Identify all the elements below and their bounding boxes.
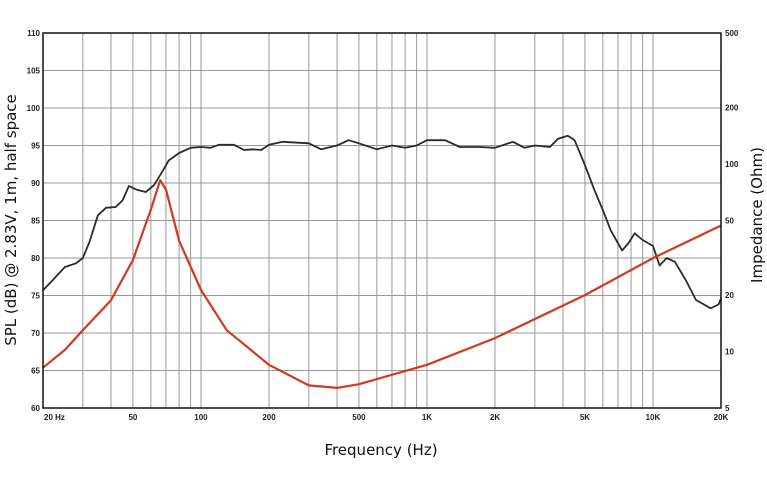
x-tick-labels: 20 Hz 50 100 200 500 1K 2K 5K 10K 20K [44,413,729,422]
y-tick-label: 65 [31,367,40,376]
y2-axis-label: Impedance (Ohm) [748,147,766,283]
y-tick-label: 75 [31,292,40,301]
grid [43,33,721,408]
y-tick-label: 70 [31,329,40,338]
x-tick-label: 200 [262,413,276,422]
x-tick-label: 1K [422,413,432,422]
y2-tick-labels: 5 10 20 50 100 200 500 [725,29,739,413]
x-tick-label: 10K [646,413,661,422]
y2-tick-label: 50 [725,217,734,226]
x-tick-label: 5K [580,413,590,422]
y-tick-label: 110 [27,29,40,38]
impedance-curve [42,179,722,389]
plot-frame [42,32,722,409]
y-tick-label: 90 [31,179,40,188]
y2-tick-label: 100 [725,160,739,169]
y-tick-label: 105 [27,67,41,76]
x-tick-label: 500 [352,413,366,422]
y-tick-label: 60 [31,404,40,413]
y2-tick-label: 5 [725,404,730,413]
x-axis-label: Frequency (Hz) [324,441,437,459]
y-tick-label: 80 [31,254,40,263]
y-axis-label: SPL (dB) @ 2.83V, 1m, half space [2,94,20,346]
spl-curve [42,134,722,310]
x-tick-label: 100 [194,413,208,422]
y2-tick-label: 10 [725,348,734,357]
y-tick-label: 100 [27,104,41,113]
x-tick-label: 20 Hz [44,413,65,422]
x-tick-label: 20K [714,413,729,422]
y-tick-label: 85 [31,217,40,226]
curves [42,134,722,389]
y-tick-label: 95 [31,142,40,151]
y-tick-labels: 60 65 70 75 80 85 90 95 100 105 110 [27,29,41,413]
x-tick-label: 2K [490,413,500,422]
y2-tick-label: 500 [725,29,739,38]
y2-tick-label: 20 [725,291,734,300]
y2-tick-label: 200 [725,104,739,113]
x-tick-label: 50 [128,413,137,422]
